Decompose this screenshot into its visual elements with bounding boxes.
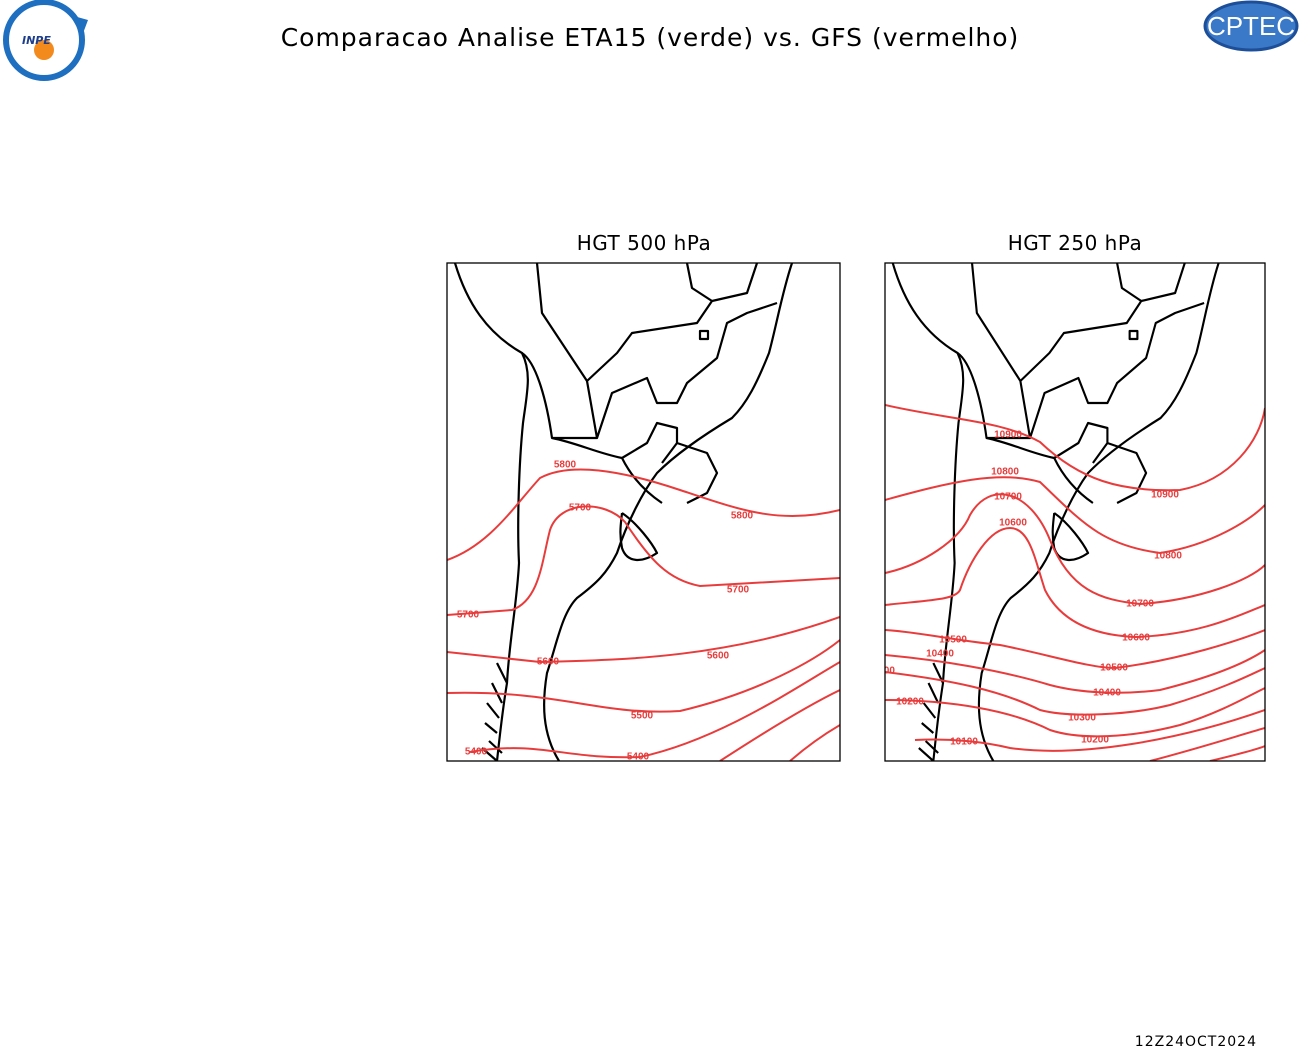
contour-label: 10200 (896, 697, 924, 708)
contour-label: 10600 (1122, 633, 1150, 644)
contour-label: 10500 (939, 635, 967, 646)
contour-label: 10700 (1126, 599, 1154, 610)
map-panel (447, 263, 840, 761)
panel-title: HGT 500 hPa (577, 231, 712, 255)
contour-label: 10800 (991, 467, 1019, 478)
contour-label: 10100 (950, 737, 978, 748)
map-panel: 10900 10900 10800 10800 10700 10700 10600 10600… (867, 263, 1265, 761)
contour-label: 5800 (554, 460, 577, 471)
contour-label: 10800 (1154, 551, 1182, 562)
page-title: Comparacao Analise ETA15 (verde) vs. GFS… (281, 23, 1020, 52)
logo-inpe: INPE (3, 0, 88, 81)
contour-label: 10900 (1151, 490, 1179, 501)
contour-label: 10200 (1081, 735, 1109, 746)
contour-label: 10400 (1093, 688, 1121, 699)
contour-label: 10300 (1068, 713, 1096, 724)
contour-label: 10400 (926, 649, 954, 660)
contour-label: 5800 (731, 511, 754, 522)
contour-label: 5700 (569, 503, 592, 514)
logo-cptec: CPTEC (1203, 0, 1299, 52)
logo-text: CPTEC (1207, 11, 1295, 41)
contour-label: 5400 (465, 747, 488, 758)
contour-label: 10500 (1100, 663, 1128, 674)
contour-label: 10600 (999, 518, 1027, 529)
panel-frame (446, 262, 841, 762)
contour-label: 10300 (867, 666, 895, 677)
panel-title: HGT 250 hPa (1008, 231, 1143, 255)
contour-label: 5600 (537, 657, 560, 668)
panel-frame (884, 262, 1266, 762)
contour-label: 5700 (727, 585, 750, 596)
contour-label: 5700 (457, 610, 480, 621)
contour-label: 5600 (707, 651, 730, 662)
contour-label: 10700 (994, 492, 1022, 503)
timestamp: 12Z24OCT2024 (1135, 1034, 1257, 1050)
contour-label: 10900 (994, 430, 1022, 441)
contour-label: 5500 (631, 711, 654, 722)
logo-text: INPE (22, 34, 51, 47)
contour-label: 5400 (627, 752, 650, 763)
